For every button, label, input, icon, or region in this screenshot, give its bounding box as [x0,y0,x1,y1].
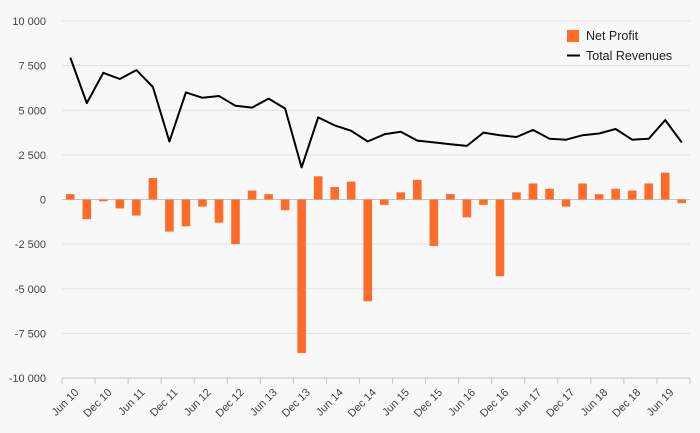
legend-swatch-net-profit [567,30,579,42]
x-tick-label: Jun 15 [380,387,412,419]
x-tick-label: Dec 11 [148,387,181,420]
total-revenues-line [69,57,683,169]
net-profit-bar [677,199,687,204]
x-tick-label: Jun 12 [182,387,214,419]
y-tick-label: -2 500 [15,239,46,251]
net-profit-bar [132,199,141,216]
net-profit-bar [396,192,406,200]
x-tick-label: Jun 19 [645,387,677,419]
x-tick-label: Dec 12 [214,387,247,420]
net-profit-bar [561,199,571,207]
net-profit-bar [379,199,389,205]
net-profit-bar [148,178,158,200]
y-tick-label: -5 000 [15,284,46,296]
y-tick-label: 5 000 [18,105,46,117]
y-tick-label: 2 500 [18,150,46,162]
net-profit-bar [611,188,620,200]
net-profit-bar [198,199,207,207]
net-profit-bar [330,187,339,200]
net-profit-bar [462,199,472,218]
net-profit-bar [578,183,587,200]
x-tick-label: Jun 13 [248,387,280,419]
net-profit-bar [363,199,373,302]
net-profit-bar [479,199,488,205]
y-tick-label: -10 000 [9,373,46,385]
net-profit-bar [297,199,306,354]
net-profit-bars [65,172,687,354]
net-profit-bar [512,192,521,200]
net-profit-bar [594,194,604,200]
net-profit-bar [65,194,75,200]
net-profit-bar [181,199,191,227]
y-axis: 10 000 7 500 5 000 2 500 0 -2 500 -5 000 -7 500… [9,16,46,385]
net-profit-bar [644,183,653,200]
x-tick-label: Jun 18 [578,387,610,419]
y-tick-label: 0 [40,195,46,207]
x-tick-label: Dec 17 [544,387,577,420]
net-profit-bar [115,199,125,209]
legend[interactable]: Net Profit Total Revenues [567,29,672,63]
legend-label-net-profit: Net Profit [586,29,639,43]
x-tick-label: Jun 17 [512,387,544,419]
net-profit-bar [627,190,637,200]
net-profit-bar [660,172,670,200]
y-tick-label: -7 500 [15,328,46,340]
x-tick-label: Dec 16 [478,387,511,420]
net-profit-bar [313,176,323,200]
net-profit-bar [231,199,240,245]
net-profit-bar [528,183,538,200]
net-profit-bar [280,199,290,211]
net-profit-bar [214,199,224,223]
net-profit-bar [82,199,92,220]
net-profit-bar [429,199,439,246]
net-profit-bar [165,199,174,232]
x-tick-label: Jun 10 [50,387,82,419]
x-tick-label: Dec 18 [610,387,643,420]
net-profit-bar [446,194,455,200]
net-profit-bar [346,181,356,200]
x-tick-label: Jun 11 [116,387,147,418]
y-tick-label: 10 000 [12,16,46,28]
legend-label-total-revenues: Total Revenues [586,49,672,63]
x-tick-label: Dec 10 [81,387,114,420]
x-tick-label: Dec 14 [346,387,379,420]
net-profit-bar [495,199,505,277]
x-tick-label: Dec 15 [412,387,445,420]
net-profit-bar [545,188,554,200]
y-tick-label: 7 500 [18,61,46,73]
total-revenues-line-layer [69,57,683,169]
net-profit-bar [99,199,108,202]
x-axis: Jun 10 Dec 10 Jun 11 Dec 11 Jun 12 Dec 12 Jun … [50,377,691,420]
net-profit-bar [413,179,422,200]
net-profit-bar [247,190,257,200]
net-profit-bar [264,194,273,200]
x-tick-label: Jun 14 [314,387,346,419]
x-tick-label: Dec 13 [280,387,313,420]
x-tick-label: Jun 16 [446,387,478,419]
